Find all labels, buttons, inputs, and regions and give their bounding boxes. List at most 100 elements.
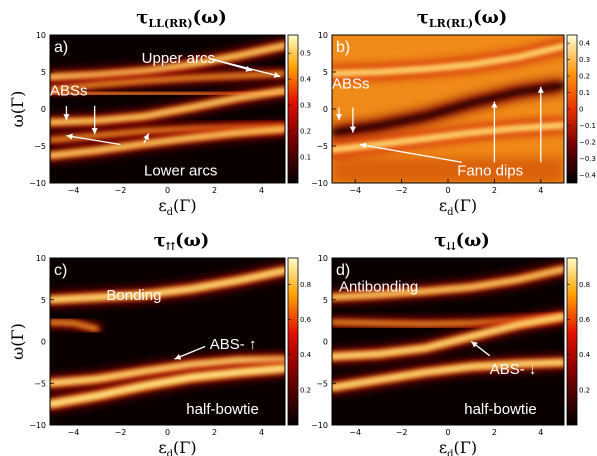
x-axis-label: εd(Γ) bbox=[439, 438, 477, 456]
colorbar-tick-label: 0.2 bbox=[579, 386, 590, 394]
annotation-label: ABS- ↓ bbox=[490, 361, 537, 378]
colorbar-tick-label: 0.8 bbox=[300, 281, 311, 289]
annotation-arrowhead bbox=[174, 353, 182, 360]
colorbar-tick-label: 0.6 bbox=[300, 316, 312, 324]
y-tick-label: −5 bbox=[316, 379, 328, 388]
annotation-label: half-bowtie bbox=[186, 401, 259, 418]
annotation-label: ABSs bbox=[50, 83, 88, 100]
colorbar-tick-label: 0.8 bbox=[579, 281, 590, 289]
x-tick-label: 0 bbox=[445, 186, 450, 195]
x-tick-label: −2 bbox=[396, 428, 408, 437]
x-tick-label: 2 bbox=[212, 186, 217, 195]
colorbar bbox=[287, 34, 299, 184]
y-tick-label: 10 bbox=[36, 31, 46, 40]
x-tick-label: 0 bbox=[165, 186, 170, 195]
x-tick-label: −2 bbox=[115, 186, 127, 195]
ridge-0 bbox=[332, 44, 564, 76]
annotation-arrowhead bbox=[66, 133, 73, 140]
ridge-1 bbox=[50, 73, 285, 91]
y-tick-label: −5 bbox=[34, 142, 46, 151]
ridge-3 bbox=[50, 365, 285, 407]
x-tick-label: 4 bbox=[259, 428, 264, 437]
annotation-arrowhead bbox=[359, 142, 367, 149]
annotation-label: ABS- ↑ bbox=[210, 336, 257, 353]
annotation-arrow bbox=[359, 143, 463, 163]
panel-letter: c) bbox=[54, 262, 67, 279]
y-axis-label: ω(Γ) bbox=[8, 91, 27, 128]
panel-letter: d) bbox=[336, 262, 350, 279]
y-tick-label: −10 bbox=[29, 421, 46, 430]
annotations: Bonding ABS- ↑ half-bowtie bbox=[106, 287, 258, 418]
colorbar-tick-label: 0.4 bbox=[300, 76, 312, 84]
x-tick-label: −4 bbox=[68, 428, 80, 437]
y-tick-label: 10 bbox=[318, 254, 328, 263]
x-tick-label: 2 bbox=[492, 428, 497, 437]
panel-d: −4 −2 0 2 4−10−50510τ⇊(ω)εd(Γ)d)AntibondingA… bbox=[311, 230, 591, 456]
x-axis-label: εd(Γ) bbox=[439, 196, 477, 218]
y-tick-label: 0 bbox=[41, 338, 46, 347]
x-tick-label: −4 bbox=[68, 186, 80, 195]
colorbar-tick-label: −0.4 bbox=[579, 171, 597, 179]
colorbar-tick-label: 0.1 bbox=[300, 154, 311, 162]
lower-shade bbox=[332, 157, 564, 183]
y-tick-label: 10 bbox=[36, 254, 46, 263]
panel-letter: b) bbox=[336, 39, 350, 56]
annotations: Antibonding ABS- ↓ half-bowtie bbox=[339, 278, 537, 418]
colorbar-tick-label: 0.3 bbox=[579, 56, 590, 64]
panel-letter: a) bbox=[54, 39, 68, 56]
colorbar bbox=[287, 257, 299, 426]
colorbar-tick-label: 0.2 bbox=[300, 128, 311, 136]
y-tick-label: 10 bbox=[318, 31, 328, 40]
ridge-3 bbox=[332, 360, 564, 390]
x-tick-label: 4 bbox=[259, 186, 264, 195]
panel-title: τ⇊(ω) bbox=[434, 230, 490, 253]
ridge-0 bbox=[50, 268, 285, 302]
y-tick-label: 0 bbox=[41, 105, 46, 114]
heatmap-area bbox=[332, 35, 564, 183]
colorbar bbox=[566, 257, 578, 426]
ridge-3 bbox=[50, 89, 285, 124]
annotation-arrow bbox=[66, 134, 121, 146]
annotation-arrowhead bbox=[273, 72, 281, 78]
annotation-arrowhead bbox=[537, 86, 544, 93]
x-tick-label: 0 bbox=[445, 428, 450, 437]
y-axis-label: ω(Γ) bbox=[8, 323, 27, 360]
annotation-label: ABSs bbox=[332, 75, 370, 92]
y-tick-label: −10 bbox=[29, 179, 46, 188]
y-tick-label: 5 bbox=[41, 68, 46, 77]
annotation-label: half-bowtie bbox=[464, 401, 537, 418]
x-tick-label: −4 bbox=[349, 428, 361, 437]
annotation-arrowhead bbox=[349, 126, 356, 133]
x-tick-label: 2 bbox=[492, 186, 497, 195]
y-tick-label: 5 bbox=[323, 68, 328, 77]
ridge-5 bbox=[50, 127, 285, 158]
panel-title: τLR(RL)(ω) bbox=[417, 7, 507, 30]
colorbar-tick-label: 0.2 bbox=[579, 73, 590, 81]
heatmap-area bbox=[332, 258, 564, 425]
panel-title: τLL(RR)(ω) bbox=[136, 7, 226, 30]
colorbar-tick-label: 0.6 bbox=[579, 316, 591, 324]
heatmap-area bbox=[50, 258, 285, 425]
y-tick-label: −5 bbox=[34, 379, 46, 388]
annotation-label: Fano dips bbox=[457, 163, 523, 180]
x-tick-label: 0 bbox=[165, 428, 170, 437]
colorbar-tick-label: 0.3 bbox=[300, 102, 311, 110]
panel-c: −4 −2 0 2 4 −10 −5 0 5 10 τ⇈(ω) εd(Γ) ω(Γ) c) Bonding A… bbox=[8, 230, 312, 456]
panel-b: −4 −2 0 2 4 −10 −5 0 5 10 τLR(RL)(ω) εd(Γ) b) ABSs Fan… bbox=[311, 7, 596, 218]
ridge-0 bbox=[50, 43, 285, 79]
y-tick-label: 5 bbox=[41, 296, 46, 305]
annotation-label: Lower arcs bbox=[144, 163, 217, 180]
y-tick-label: −10 bbox=[311, 421, 328, 430]
annotation-arrow bbox=[209, 58, 281, 78]
y-tick-label: 0 bbox=[323, 338, 328, 347]
x-tick-label: −4 bbox=[349, 186, 361, 195]
x-tick-label: 2 bbox=[212, 428, 217, 437]
colorbar-tick-label: 0.4 bbox=[300, 351, 312, 359]
panel-a: −4 −2 0 2 4−10−50510τLL(RR)(ω)εd(Γ)ω(Γ)a)Upp… bbox=[8, 7, 312, 218]
x-tick-label: 4 bbox=[538, 428, 543, 437]
colorbar-tick-label: 0.4 bbox=[579, 351, 591, 359]
ridge-2 bbox=[50, 357, 285, 386]
y-tick-label: 0 bbox=[323, 105, 328, 114]
annotation-arrowhead bbox=[63, 114, 70, 121]
